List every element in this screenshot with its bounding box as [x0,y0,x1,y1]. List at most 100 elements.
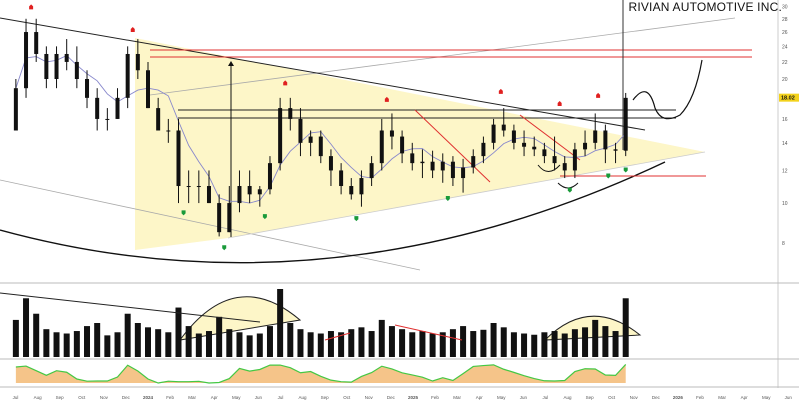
price-candle-body [288,108,293,119]
volume-bar [531,334,538,357]
price-candle-body [44,53,49,79]
price-tick-label: 30 [782,4,788,10]
volume-bar [287,323,294,357]
volume-bar [104,335,111,357]
current-price-tag [779,93,799,102]
price-candle-body [278,108,283,164]
date-tick-label: Mar [188,395,196,400]
volume-bar [33,313,40,357]
chart-title: RIVIAN AUTOMOTIVE INC. [628,0,782,14]
channel-line [0,179,421,271]
date-tick-label: Feb [696,395,704,400]
price-candle-body [95,97,100,119]
volume-bar [602,326,609,357]
price-candle-body [491,124,496,143]
price-candle-body [369,163,374,179]
price-candle-body [562,163,567,171]
base-arc [0,161,666,264]
date-tick-label: Jun [785,395,793,400]
buy-signal-icon [354,216,359,222]
volume-bar [592,319,599,357]
buy-signal-icon [567,187,572,193]
date-tick-label: 2025 [408,395,419,400]
volume-bar [348,329,355,357]
price-candle-body [206,186,211,204]
volume-bar [388,326,395,357]
date-tick-label: Feb [166,395,174,400]
buy-signal-icon [222,245,227,251]
sell-signal-icon [498,88,503,94]
volume-trendline [0,292,261,323]
buy-signal-icon [623,167,628,173]
price-tick-label: 20 [782,77,788,83]
price-candle-body [257,189,262,195]
date-tick-label: Jul [543,395,549,400]
date-tick-label: Jun [255,395,263,400]
date-tick-label: Apr [476,395,484,400]
volume-bar [470,331,477,357]
volume-bar [551,331,558,357]
date-tick-label: Apr [211,395,219,400]
volume-dome [178,296,302,341]
price-bars [13,18,628,237]
price-candle-body [542,149,547,157]
date-tick-label: Apr [741,395,749,400]
date-tick-label: Nov [630,395,639,400]
price-candle-body [298,118,303,143]
date-tick-label: Oct [78,395,86,400]
triangle-pattern [135,38,705,250]
price-candle-body [85,79,90,98]
signal-markers [29,4,628,251]
price-candle-body [379,130,384,164]
volume-bar [419,331,426,357]
buy-signal-icon [262,214,267,220]
volume-bar [571,329,578,357]
price-candle-body [481,142,486,157]
volume-bar [236,332,243,357]
price-candle-body [410,153,415,164]
date-tick-label: Sep [321,395,330,400]
date-tick-label: Jul [13,395,19,400]
price-candle-body [227,203,232,233]
price-tick-label: 12 [782,168,788,174]
volume-bar [246,335,253,357]
price-candle-body [34,32,39,54]
descending-trendline [0,17,646,131]
projection-curve [632,59,703,120]
price-candle-body [176,130,181,187]
volume-bar [277,289,284,357]
price-candle-body [318,136,323,157]
volume-bar [12,319,19,357]
volume-bar [94,323,101,357]
price-candle-body [389,130,394,137]
volume-bar [368,331,375,357]
volume-bar [165,332,172,357]
date-tick-label: Aug [564,395,573,400]
date-tick-label: Mar [453,395,461,400]
price-candle-body [532,146,537,150]
date-tick-label: Dec [652,395,661,400]
volume-bar [43,329,50,357]
price-candle-body [572,149,577,171]
date-tick-label: Feb [431,395,439,400]
price-candle-body [156,108,161,131]
price-candle-body [247,186,252,195]
date-tick-label: Sep [586,395,595,400]
price-tick-label: 10 [782,201,788,207]
volume-bar [226,329,233,357]
volume-bar [114,332,121,357]
price-candle-body [115,97,120,119]
volume-bar [460,326,467,357]
price-candle-body [420,161,425,164]
price-tick-label: 14 [782,141,788,147]
volume-bar [53,332,60,357]
volume-bar [155,329,162,357]
price-tick-label: 28 [782,17,788,23]
buy-signal-icon [606,173,611,179]
ascending-trendline [227,151,706,239]
price-candle-body [135,53,140,71]
volume-bar [500,327,507,357]
date-tick-label: Dec [122,395,131,400]
volume-bar [439,332,446,357]
